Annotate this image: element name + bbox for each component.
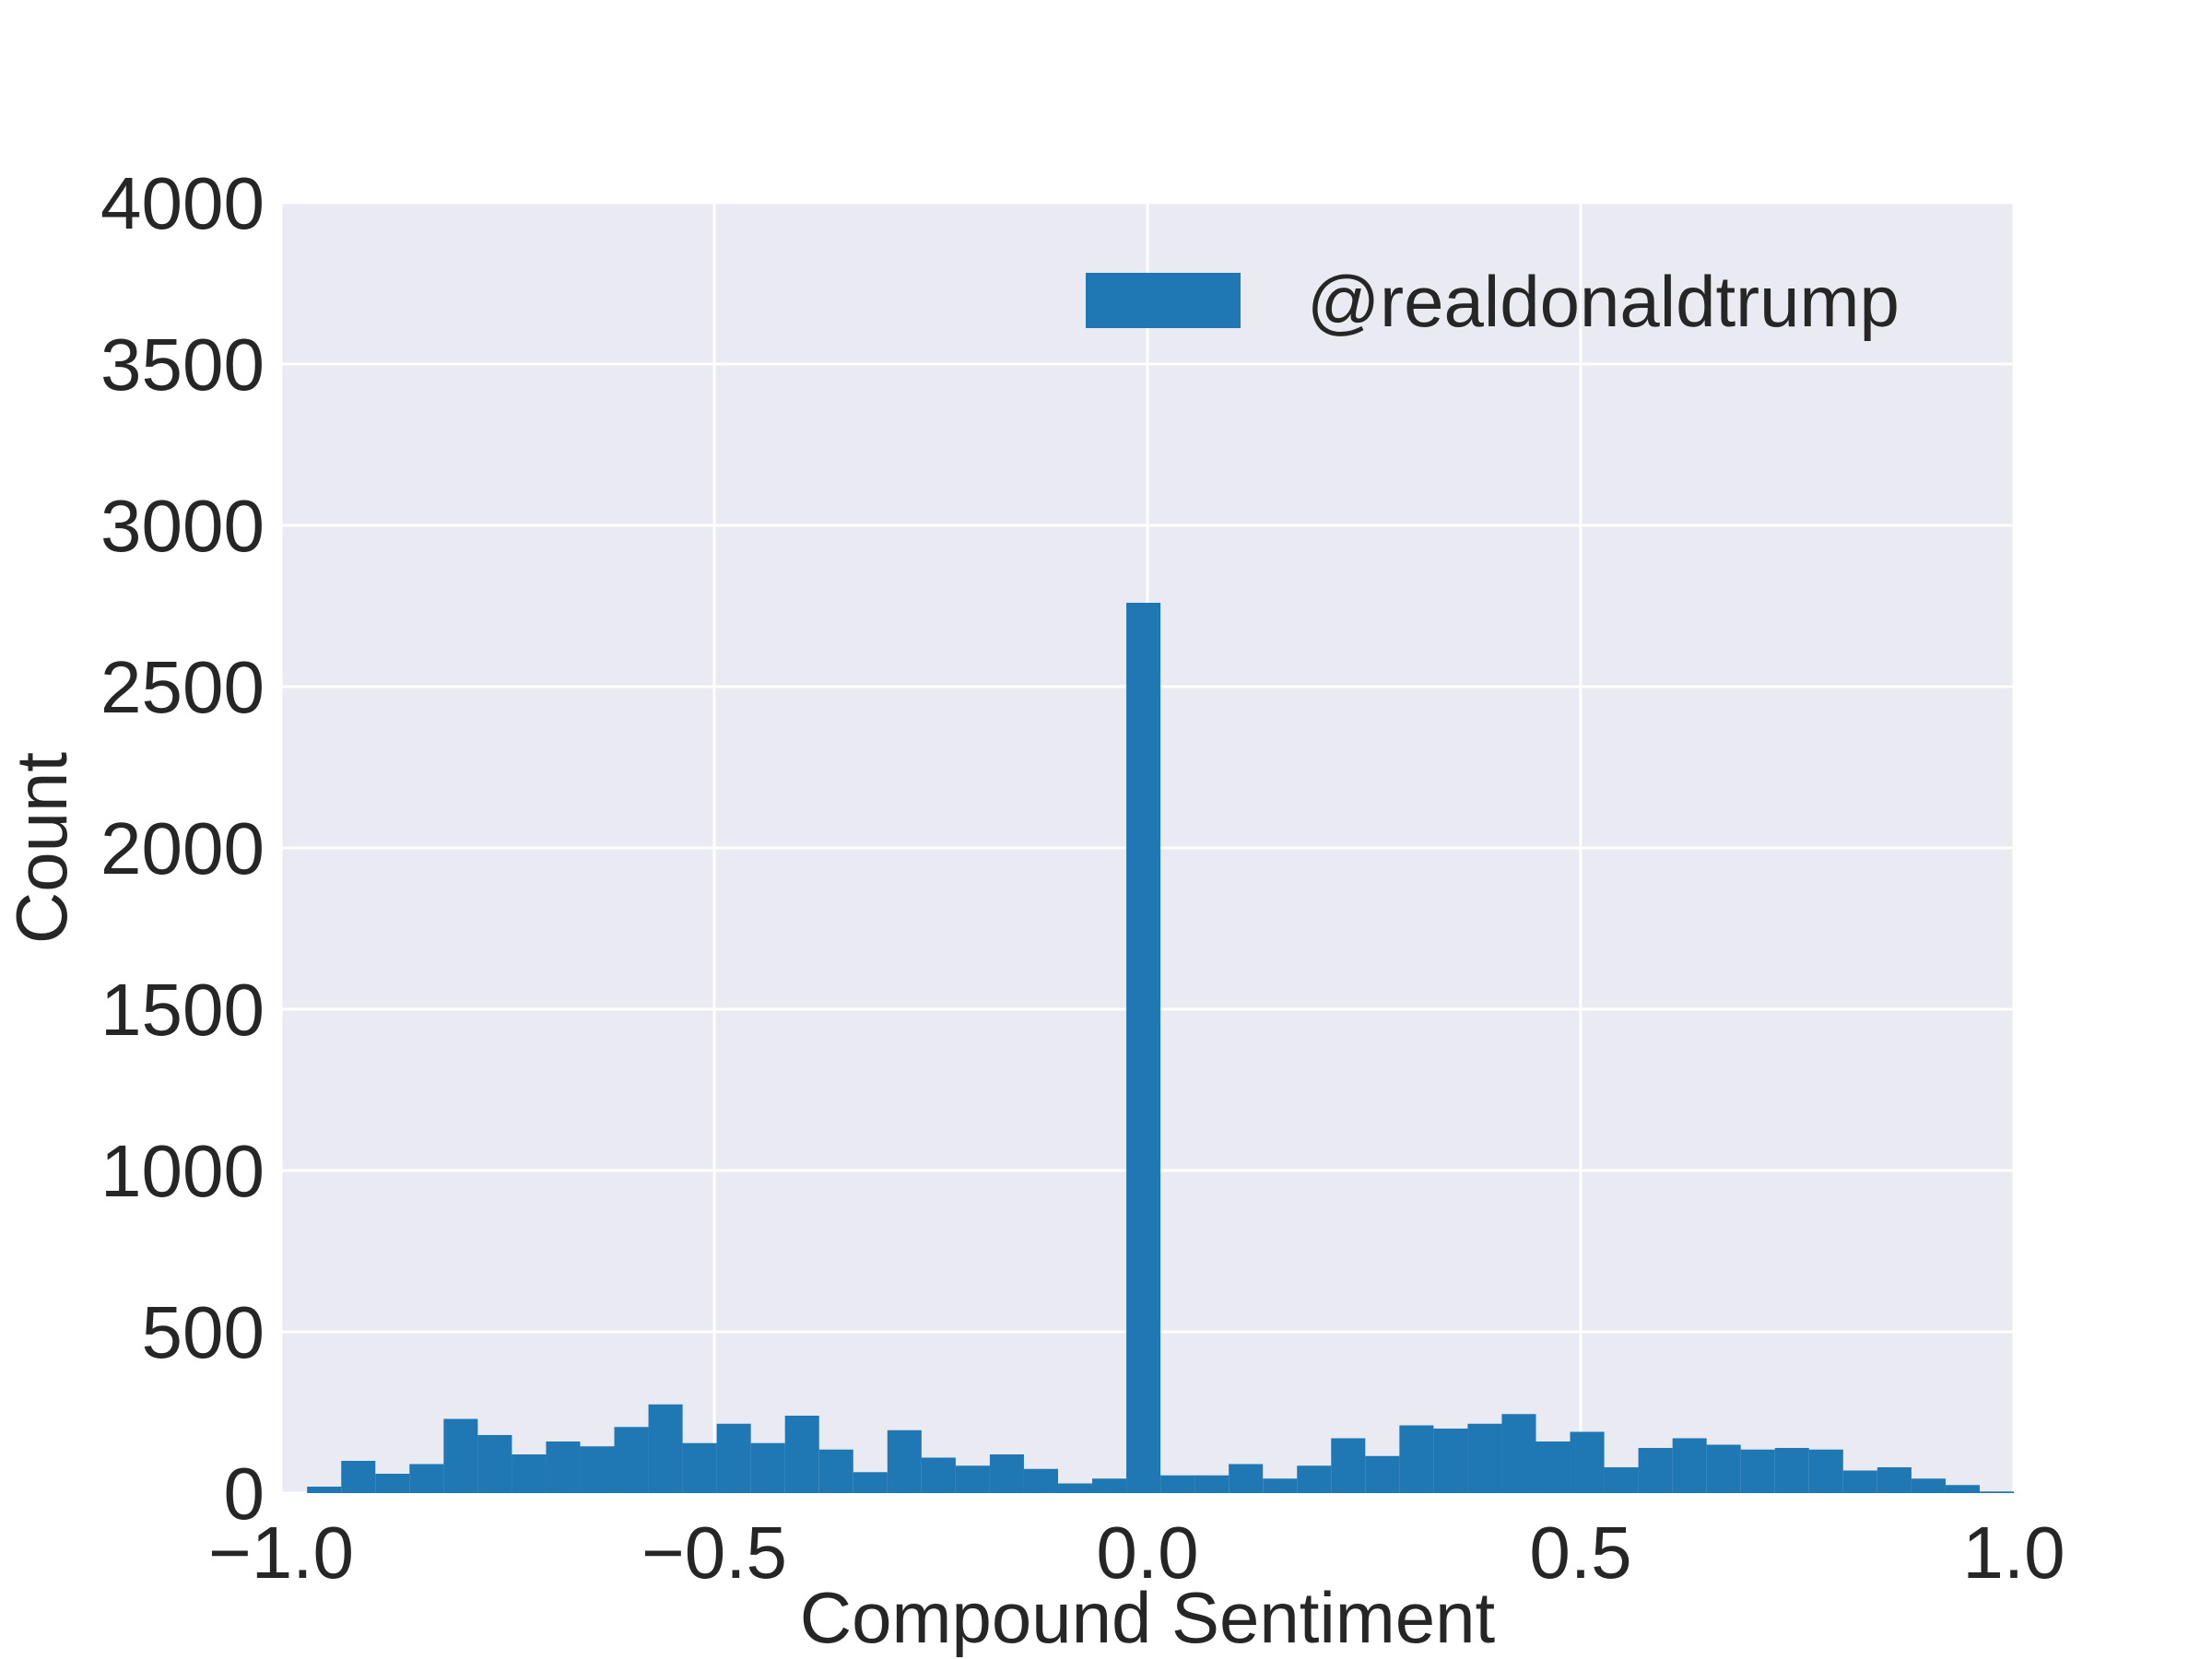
histogram-bar — [1160, 1475, 1195, 1493]
y-axis-label: Count — [1, 752, 82, 944]
histogram-bar — [818, 1449, 853, 1493]
histogram-bar — [443, 1418, 478, 1493]
histogram-bar — [887, 1430, 922, 1493]
histogram-bar — [580, 1446, 615, 1493]
histogram-bar — [1945, 1485, 1980, 1493]
histogram-bar — [853, 1472, 888, 1493]
histogram-bar — [614, 1427, 649, 1493]
histogram-bar — [682, 1442, 717, 1493]
histogram-bar — [409, 1464, 444, 1493]
y-tick-label: 3500 — [100, 324, 265, 406]
histogram-bar — [341, 1461, 376, 1493]
x-tick-label: −1.0 — [208, 1512, 354, 1594]
histogram-bar — [1911, 1478, 1946, 1493]
y-tick-label: 4000 — [100, 162, 265, 244]
histogram-bars — [307, 603, 2014, 1493]
histogram-bar — [307, 1487, 342, 1493]
y-tick-label: 0 — [224, 1453, 265, 1535]
histogram-bar — [477, 1435, 512, 1493]
histogram-bar — [955, 1465, 990, 1493]
histogram-bar — [1433, 1429, 1468, 1493]
histogram-bar — [1774, 1448, 1809, 1493]
histogram-bar — [1638, 1448, 1673, 1493]
y-tick-label: 2000 — [100, 807, 265, 889]
y-tick-label: 2500 — [100, 646, 265, 728]
histogram-bar — [1057, 1483, 1093, 1493]
y-tick-label: 3000 — [100, 485, 265, 567]
legend: @realdonaldtrump — [1086, 261, 1900, 342]
histogram-bar — [1604, 1467, 1639, 1493]
legend-swatch — [1086, 273, 1241, 328]
histogram-bar — [1297, 1465, 1332, 1493]
x-tick-label: −0.5 — [641, 1512, 787, 1594]
y-tick-label: 1000 — [100, 1130, 265, 1212]
x-tick-label: 1.0 — [1962, 1512, 2065, 1594]
y-tick-label: 1500 — [100, 969, 265, 1051]
histogram-bar — [1229, 1464, 1264, 1493]
histogram-bar — [1194, 1475, 1230, 1493]
x-axis-label: Compound Sentiment — [800, 1577, 1496, 1658]
histogram-bar — [1979, 1491, 2014, 1493]
histogram-bar — [784, 1416, 819, 1493]
histogram-bar — [1740, 1449, 1775, 1493]
histogram-bar — [750, 1442, 785, 1493]
x-tick-label: 0.0 — [1096, 1512, 1198, 1594]
legend-label: @realdonaldtrump — [1307, 261, 1900, 342]
x-tick-labels: −1.0 −0.5 0.0 0.5 1.0 — [208, 1512, 2065, 1594]
histogram-bar — [1672, 1438, 1707, 1493]
histogram-bar — [1501, 1414, 1536, 1493]
histogram-bar — [1535, 1441, 1571, 1493]
histogram-bar — [1399, 1425, 1434, 1493]
histogram-bar — [716, 1423, 751, 1493]
histogram-bar — [375, 1474, 410, 1493]
histogram-bar — [1842, 1470, 1877, 1493]
histogram-bar — [1706, 1444, 1741, 1493]
histogram-bar — [1808, 1449, 1843, 1493]
histogram-bar — [1126, 603, 1161, 1493]
histogram-bar — [1365, 1455, 1400, 1493]
histogram-bar — [1263, 1478, 1298, 1493]
y-tick-labels: 0 500 1000 1500 2000 2500 3000 3500 4000 — [100, 162, 265, 1535]
histogram-bar — [1092, 1478, 1127, 1493]
histogram-bar — [512, 1454, 547, 1493]
histogram-bar — [921, 1457, 956, 1493]
histogram-bar — [546, 1441, 581, 1493]
histogram-bar — [1331, 1438, 1366, 1493]
y-tick-label: 500 — [142, 1291, 265, 1373]
histogram-bar — [1877, 1467, 1912, 1493]
histogram-bar — [1570, 1431, 1605, 1493]
histogram-bar — [1467, 1423, 1502, 1493]
x-tick-label: 0.5 — [1529, 1512, 1631, 1594]
histogram-bar — [648, 1404, 683, 1493]
histogram-bar — [989, 1454, 1024, 1493]
histogram-bar — [1023, 1468, 1058, 1493]
